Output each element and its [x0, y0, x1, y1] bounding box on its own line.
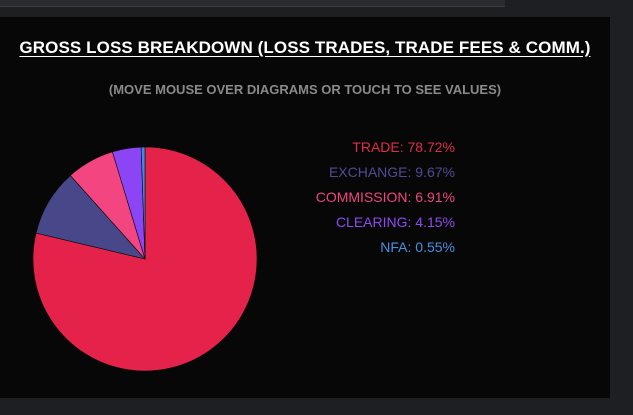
pie-slice-nfa[interactable]	[140, 146, 146, 260]
chart-legend: TRADE: 78.72% EXCHANGE: 9.67% COMMISSION…	[316, 135, 455, 260]
chart-subtitle: (MOVE MOUSE OVER DIAGRAMS OR TOUCH TO SE…	[108, 82, 502, 97]
legend-item-trade: TRADE: 78.72%	[352, 139, 455, 155]
chart-title: GROSS LOSS BREAKDOWN (LOSS TRADES, TRADE…	[19, 38, 591, 57]
legend-item-clearing: CLEARING: 4.15%	[335, 214, 455, 230]
top-window-strip	[0, 0, 505, 6]
top-window-divider	[0, 6, 505, 7]
legend-item-commission: COMMISSION: 6.91%	[315, 189, 455, 205]
pie-slices[interactable]	[32, 146, 258, 372]
bottom-window-area	[0, 398, 633, 415]
legend-item-nfa: NFA: 0.55%	[380, 239, 455, 255]
legend-item-exchange: EXCHANGE: 9.67%	[328, 164, 455, 180]
